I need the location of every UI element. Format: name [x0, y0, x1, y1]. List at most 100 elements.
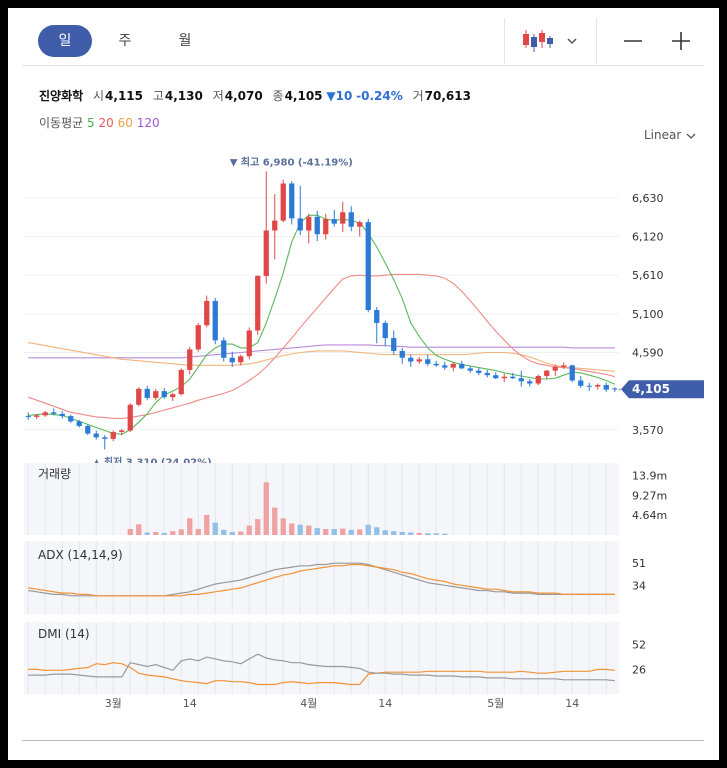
ma-120[interactable]: 120 — [136, 116, 160, 130]
candle-body — [246, 330, 252, 357]
volume-panel-title: 거래량 — [38, 467, 71, 481]
volume-bar — [178, 529, 184, 535]
volume-bar — [255, 519, 261, 535]
chart-area[interactable]: 6,630 6,120 5,610 5,100 4,590 3,570 ▼ 최고 6,980… — [8, 8, 719, 760]
volume-bar — [374, 527, 380, 535]
candle-body — [144, 388, 150, 398]
candle — [416, 357, 422, 364]
candle — [484, 369, 490, 378]
candle-body — [85, 425, 91, 434]
candle-body — [51, 412, 57, 414]
candle-body — [374, 310, 380, 323]
volume-bar — [297, 524, 303, 535]
candle — [42, 410, 48, 417]
scale-select[interactable]: Linear — [644, 128, 697, 142]
plus-icon — [672, 32, 690, 50]
candlestick-icon — [523, 30, 553, 52]
candle-body — [569, 365, 575, 381]
price-axis-tick: 3,570 — [632, 424, 664, 437]
candle — [323, 213, 329, 240]
candle — [34, 413, 40, 420]
candle-body — [272, 220, 278, 231]
candle — [569, 364, 575, 383]
candle-body — [484, 372, 490, 376]
volume-label: 거 — [412, 89, 424, 103]
candle-body — [518, 378, 524, 382]
chevron-down-icon — [567, 38, 577, 45]
candle-body — [586, 385, 592, 387]
tab-weekly[interactable]: 주 — [118, 33, 132, 49]
volume-bar — [263, 482, 269, 535]
candle-body — [450, 363, 456, 368]
close-label: 종 — [272, 89, 284, 103]
volume-bar — [365, 524, 371, 535]
dmi-panel-title: DMI (14) — [38, 627, 90, 641]
ma-20[interactable]: 20 — [98, 116, 114, 130]
candle — [331, 210, 337, 227]
adx-panel-title: ADX (14,14,9) — [38, 548, 123, 562]
candle-body — [289, 183, 295, 219]
candle-body — [195, 325, 201, 350]
candle — [552, 364, 558, 376]
header-divider — [22, 65, 704, 66]
candle-body — [238, 356, 244, 363]
volume-bar — [246, 525, 252, 535]
candle — [408, 354, 414, 367]
ma-5[interactable]: 5 — [87, 116, 95, 130]
candle-body — [476, 370, 482, 373]
volume-bar — [144, 532, 150, 535]
volume-bar — [357, 529, 363, 535]
candle-body — [510, 376, 516, 379]
candle-body — [306, 216, 312, 231]
candle-body — [501, 376, 507, 379]
candle — [391, 330, 397, 355]
candle-body — [357, 222, 363, 227]
volume-bar — [212, 522, 218, 535]
candle — [425, 354, 431, 367]
candle-body — [595, 385, 601, 387]
candle-body — [161, 391, 167, 398]
candle — [59, 410, 65, 419]
low-value: 4,070 — [224, 89, 263, 103]
ma-60[interactable]: 60 — [117, 116, 133, 130]
candle-body — [68, 416, 74, 422]
chart-type-button[interactable] — [520, 26, 580, 56]
candle — [280, 179, 286, 223]
candle — [510, 372, 516, 379]
volume-bar — [433, 533, 439, 535]
volume-bar — [323, 529, 329, 535]
candle — [578, 375, 584, 389]
x-axis-tick: 3월 — [105, 697, 122, 710]
candle-body — [221, 340, 227, 358]
volume-bar — [416, 532, 422, 535]
candle-body — [229, 357, 235, 363]
candle — [263, 171, 269, 284]
volume-bar — [204, 514, 210, 535]
period-tabs: 일 주 월 — [38, 25, 218, 57]
candle-body — [212, 300, 218, 341]
x-axis-tick: 14 — [378, 697, 392, 710]
candle-body — [127, 404, 133, 431]
price-axis-tick: 5,610 — [632, 269, 664, 282]
ma5-line — [28, 214, 616, 435]
zoom-in-button[interactable] — [668, 28, 694, 54]
candle-body — [25, 416, 31, 418]
candle-body — [93, 433, 99, 438]
candle — [153, 388, 159, 401]
tab-monthly[interactable]: 월 — [178, 33, 192, 49]
candle-body — [442, 365, 448, 368]
zoom-out-button[interactable] — [620, 28, 646, 54]
volume-bar — [272, 507, 278, 535]
tab-daily[interactable]: 일 — [38, 25, 92, 57]
candle-body — [408, 357, 414, 362]
adx-panel-background — [24, 541, 619, 614]
scale-label: Linear — [644, 128, 682, 142]
candle — [501, 373, 507, 383]
adx-series-line — [28, 563, 615, 597]
chart-widget: 일 주 월 진양화학 시4,115 고4,130 저4,070 종4,1 — [8, 8, 719, 760]
candle-body — [416, 359, 422, 362]
candle-body — [561, 365, 567, 367]
volume-value: 70,613 — [424, 89, 471, 103]
candle-body — [467, 368, 473, 371]
dmi-axis-tick: 52 — [632, 639, 646, 652]
